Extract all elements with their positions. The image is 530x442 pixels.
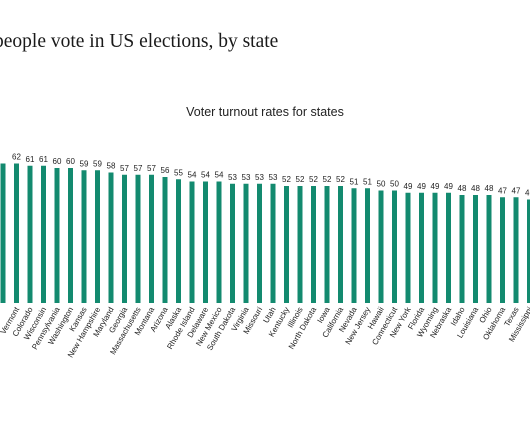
bar-19 <box>257 183 262 303</box>
value-label-25: 52 <box>336 175 345 184</box>
value-label-37: 47 <box>498 186 507 195</box>
bar-38 <box>513 197 519 303</box>
value-label-4: 60 <box>53 157 62 166</box>
value-label-36: 48 <box>485 184 494 193</box>
bar-33 <box>446 192 451 303</box>
value-label-3: 61 <box>39 155 48 164</box>
value-label-5: 60 <box>66 157 75 166</box>
bar-13 <box>176 179 181 303</box>
value-label-35: 48 <box>471 184 480 193</box>
value-label-34: 48 <box>458 184 467 193</box>
value-label-27: 51 <box>363 177 372 186</box>
value-label-28: 50 <box>377 180 386 189</box>
value-label-18: 53 <box>242 173 251 182</box>
bar-10 <box>135 174 141 303</box>
bar-1 <box>14 163 19 303</box>
bar-11 <box>149 174 154 303</box>
value-label-20: 53 <box>269 173 278 182</box>
bar-6 <box>81 170 87 303</box>
bar-35 <box>473 195 478 303</box>
bar-25 <box>338 186 343 303</box>
value-label-11: 57 <box>147 164 156 173</box>
bar-26 <box>351 188 357 303</box>
chart-title: Voter turnout rates for states <box>186 105 344 119</box>
bar-29 <box>392 190 397 303</box>
value-label-13: 55 <box>174 168 183 177</box>
value-label-15: 54 <box>201 171 210 180</box>
value-label-26: 51 <box>350 177 359 186</box>
value-label-39: 46 <box>525 189 530 198</box>
bar-37 <box>500 197 505 303</box>
bar-7 <box>95 170 100 303</box>
bar-3 <box>41 165 46 303</box>
page-heading: people vote in US elections, by state <box>0 31 279 52</box>
value-label-22: 52 <box>296 175 305 184</box>
value-label-19: 53 <box>255 173 264 182</box>
bar-18 <box>243 183 249 303</box>
bar-15 <box>203 181 208 303</box>
bar-34 <box>459 195 465 303</box>
bar-9 <box>122 174 127 303</box>
value-label-14: 54 <box>188 171 197 180</box>
value-label-38: 47 <box>512 186 521 195</box>
value-label-6: 59 <box>80 159 89 168</box>
value-label-7: 59 <box>93 159 102 168</box>
bar-2 <box>27 165 33 303</box>
value-label-24: 52 <box>323 175 332 184</box>
value-label-31: 49 <box>417 182 426 191</box>
bar-39 <box>527 199 530 303</box>
value-label-16: 54 <box>215 171 224 180</box>
value-label-32: 49 <box>431 182 440 191</box>
bar-28 <box>378 190 384 303</box>
bar-14 <box>189 181 195 303</box>
bar-0 <box>0 163 6 303</box>
value-label-2: 61 <box>26 155 35 164</box>
value-label-23: 52 <box>309 175 318 184</box>
bar-12 <box>162 177 168 303</box>
bar-36 <box>486 195 492 303</box>
bar-16 <box>216 181 222 303</box>
value-label-1: 62 <box>12 153 21 162</box>
bar-27 <box>365 188 370 303</box>
bar-5 <box>68 168 73 303</box>
bar-8 <box>108 172 114 303</box>
bar-21 <box>284 186 289 303</box>
bar-22 <box>297 186 303 303</box>
bar-24 <box>324 186 330 303</box>
value-label-17: 53 <box>228 173 237 182</box>
bar-20 <box>270 183 276 303</box>
bar-17 <box>230 183 235 303</box>
value-label-30: 49 <box>404 182 413 191</box>
value-label-12: 56 <box>161 166 170 175</box>
value-label-9: 57 <box>120 164 129 173</box>
value-label-8: 58 <box>107 162 116 171</box>
value-label-21: 52 <box>282 175 291 184</box>
value-label-10: 57 <box>134 164 143 173</box>
value-label-33: 49 <box>444 182 453 191</box>
bar-4 <box>54 168 60 303</box>
bar-31 <box>419 192 424 303</box>
bar-32 <box>432 192 438 303</box>
bar-30 <box>405 192 411 303</box>
value-label-29: 50 <box>390 180 399 189</box>
bar-23 <box>311 186 316 303</box>
